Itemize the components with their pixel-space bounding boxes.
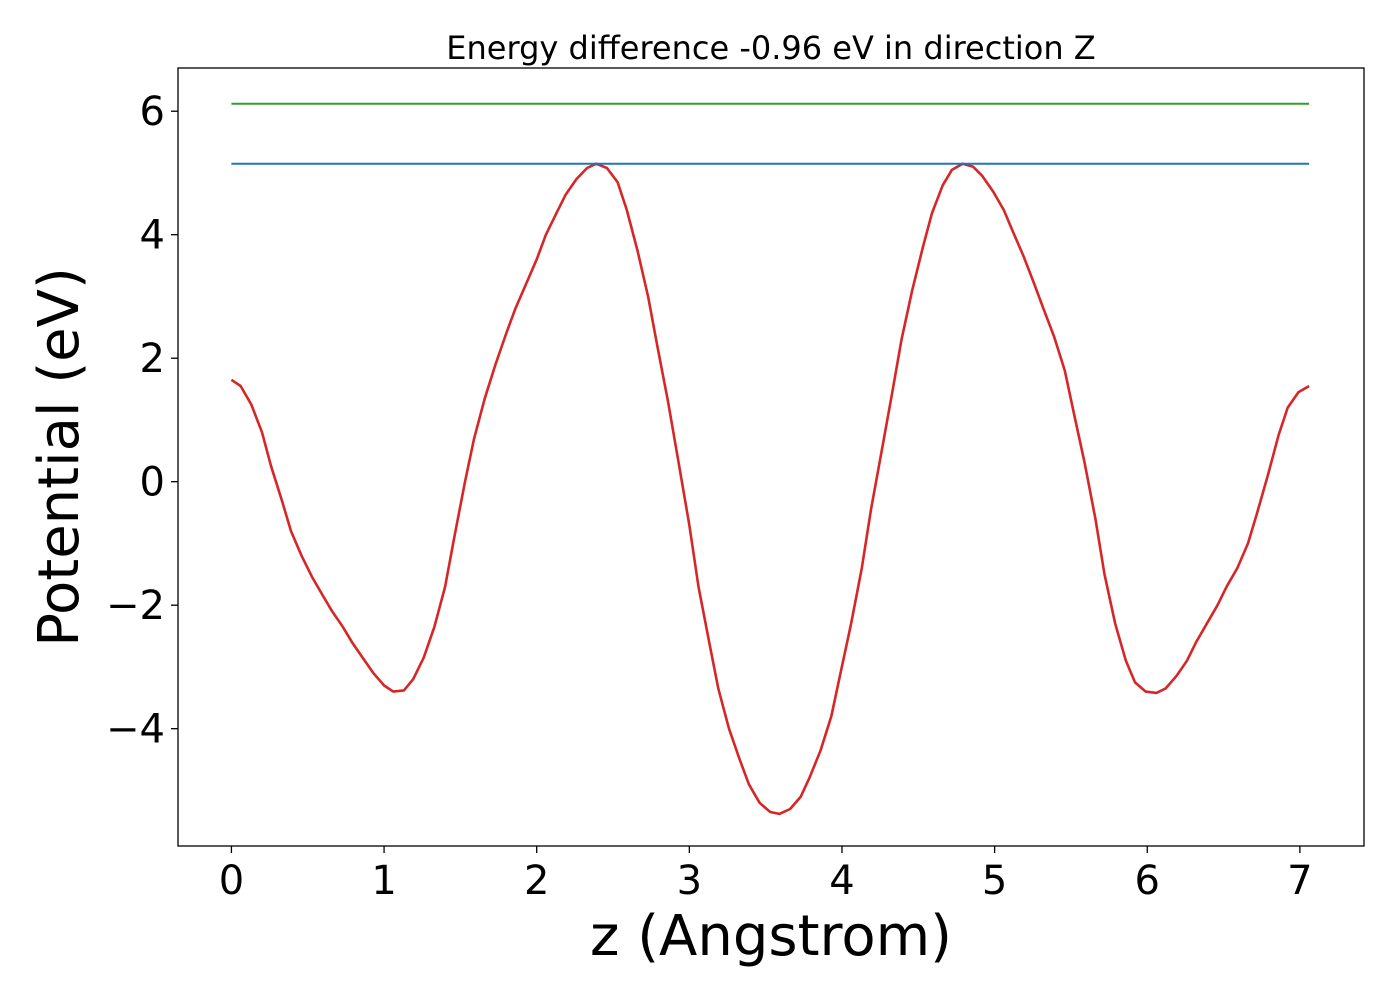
x-tick-label: 3 <box>677 858 702 904</box>
chart-title: Energy difference -0.96 eV in direction … <box>446 29 1095 67</box>
y-axis-label: Potential (eV) <box>27 267 92 647</box>
series-layer <box>230 102 1310 816</box>
y-tick-label: 2 <box>140 336 165 382</box>
x-tick-label: 0 <box>219 858 244 904</box>
y-tick-label: 0 <box>140 460 165 506</box>
x-axis-label: z (Angstrom) <box>590 904 952 969</box>
x-tick-label: 4 <box>829 858 854 904</box>
y-tick-label: 6 <box>140 89 165 135</box>
x-tick-label: 6 <box>1135 858 1160 904</box>
x-tick-label: 5 <box>982 858 1007 904</box>
y-axis-ticks: −4 −2 0 2 4 6 <box>106 89 178 753</box>
y-tick-label: −2 <box>106 583 165 629</box>
plot-frame <box>177 67 1365 847</box>
x-tick-label: 1 <box>371 858 396 904</box>
x-tick-label: 2 <box>524 858 549 904</box>
y-tick-label: −4 <box>106 707 165 753</box>
x-tick-label: 7 <box>1287 858 1312 904</box>
x-axis-ticks: 0 1 2 3 4 5 6 7 <box>219 846 1313 904</box>
y-tick-label: 4 <box>140 213 165 259</box>
series-line-0 <box>230 162 1310 816</box>
